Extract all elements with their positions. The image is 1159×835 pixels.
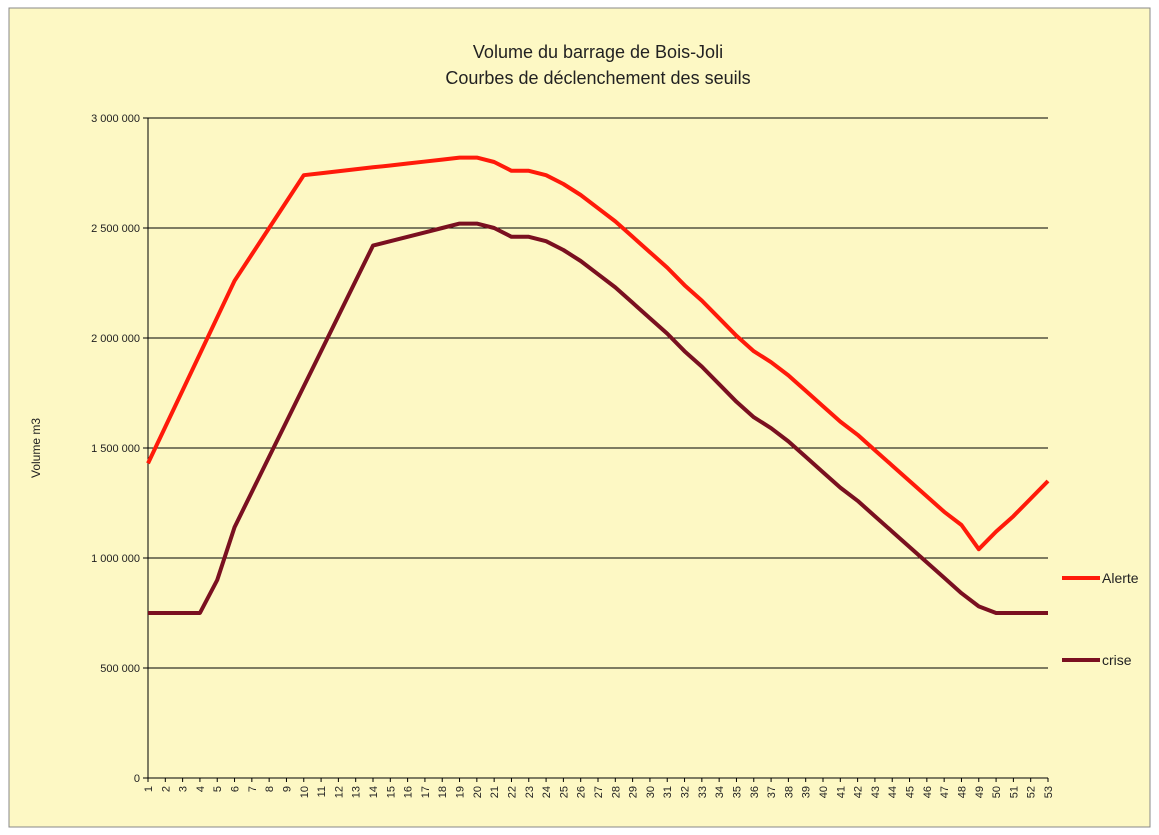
x-tick-label: 17 xyxy=(420,786,432,798)
x-tick-label: 30 xyxy=(645,786,657,798)
x-tick-label: 47 xyxy=(939,786,951,798)
series-line xyxy=(146,155,1050,552)
x-tick-label: 31 xyxy=(662,786,674,798)
y-tick-label: 500 000 xyxy=(100,663,140,675)
x-tick-label: 12 xyxy=(333,786,345,798)
x-tick-label: 46 xyxy=(922,786,934,798)
x-tick-label: 44 xyxy=(887,786,899,798)
x-tick-label: 51 xyxy=(1008,786,1020,798)
x-tick-label: 45 xyxy=(905,786,917,798)
y-tick-label: 2 500 000 xyxy=(91,223,140,235)
chart-background xyxy=(8,7,1151,828)
x-tick-label: 4 xyxy=(195,786,207,792)
x-tick-label: 11 xyxy=(316,786,328,797)
x-tick-label: 32 xyxy=(680,786,692,798)
x-tick-label: 53 xyxy=(1043,786,1055,798)
x-tick-label: 19 xyxy=(455,786,467,798)
series-line xyxy=(148,221,1048,615)
x-tick-label: 39 xyxy=(801,786,813,798)
x-tick-label: 37 xyxy=(766,786,778,798)
x-tick-label: 28 xyxy=(610,786,622,798)
x-tick-label: 7 xyxy=(247,786,259,792)
legend-label: Alerte xyxy=(1102,570,1139,586)
x-tick-label: 52 xyxy=(1026,786,1038,798)
x-tick-label: 49 xyxy=(974,786,986,798)
x-tick-label: 10 xyxy=(299,786,311,798)
x-tick-label: 35 xyxy=(731,786,743,798)
x-tick-label: 34 xyxy=(714,786,726,798)
x-tick-label: 3 xyxy=(178,786,190,792)
x-tick-label: 43 xyxy=(870,786,882,798)
x-tick-label: 23 xyxy=(524,786,536,798)
x-tick-label: 1 xyxy=(143,786,155,792)
x-tick-label: 41 xyxy=(835,786,847,798)
x-tick-label: 26 xyxy=(576,786,588,798)
x-tick-label: 42 xyxy=(853,786,865,798)
x-tick-label: 50 xyxy=(991,786,1003,798)
y-tick-label: 1 500 000 xyxy=(91,443,140,455)
x-tick-label: 15 xyxy=(385,786,397,798)
chart-title: Volume du barrage de Bois-Joli xyxy=(473,42,723,62)
y-tick-label: 2 000 000 xyxy=(91,333,140,345)
x-tick-label: 24 xyxy=(541,786,553,798)
chart-subtitle: Courbes de déclenchement des seuils xyxy=(445,68,750,88)
x-tick-label: 20 xyxy=(472,786,484,798)
y-axis-label: Volume m3 xyxy=(29,418,43,478)
y-tick-label: 1 000 000 xyxy=(91,553,140,565)
x-tick-label: 2 xyxy=(160,786,172,792)
x-tick-label: 14 xyxy=(368,786,380,798)
x-tick-label: 16 xyxy=(403,786,415,798)
y-tick-label: 0 xyxy=(134,773,140,785)
x-tick-label: 48 xyxy=(956,786,968,798)
x-tick-label: 25 xyxy=(558,786,570,798)
legend-label: crise xyxy=(1102,652,1132,668)
x-tick-label: 13 xyxy=(351,786,363,798)
x-tick-label: 33 xyxy=(697,786,709,798)
x-tick-label: 36 xyxy=(749,786,761,798)
x-tick-label: 27 xyxy=(593,786,605,798)
x-tick-label: 18 xyxy=(437,786,449,798)
y-tick-label: 3 000 000 xyxy=(91,113,140,125)
x-tick-label: 40 xyxy=(818,786,830,798)
x-tick-label: 5 xyxy=(212,786,224,792)
x-tick-label: 29 xyxy=(628,786,640,798)
x-tick-label: 6 xyxy=(230,786,242,792)
x-tick-label: 38 xyxy=(783,786,795,798)
x-tick-label: 21 xyxy=(489,786,501,798)
x-tick-label: 9 xyxy=(281,786,293,792)
x-tick-label: 22 xyxy=(506,786,518,798)
x-tick-label: 8 xyxy=(264,786,276,792)
